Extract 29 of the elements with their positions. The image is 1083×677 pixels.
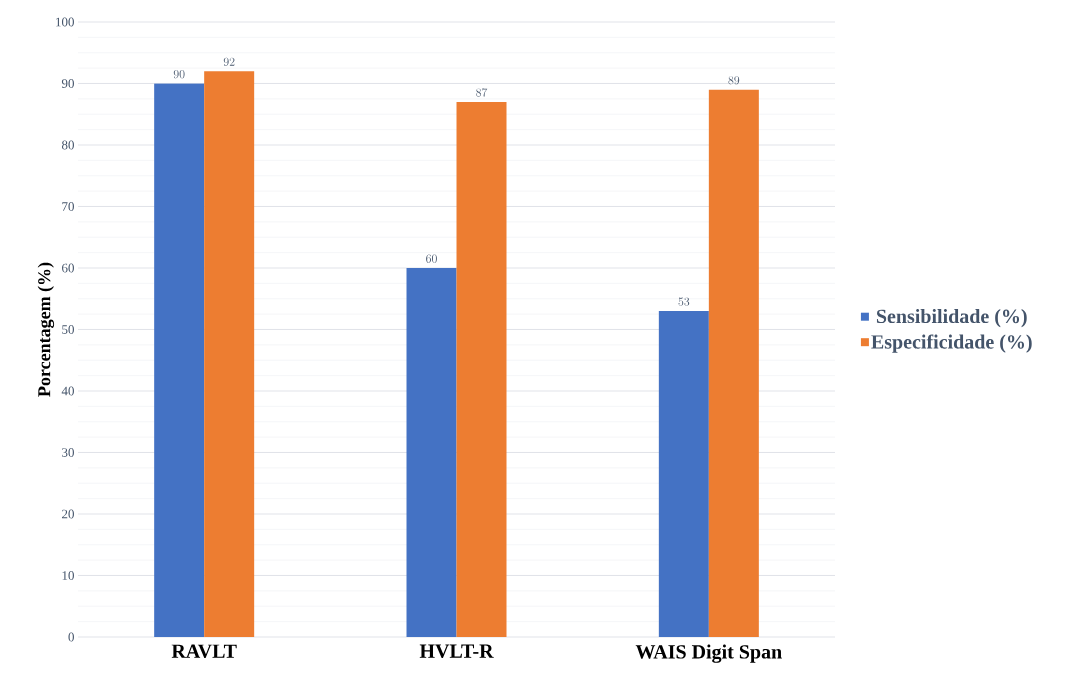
bar — [406, 267, 457, 637]
data-label: 60 — [426, 254, 437, 263]
data-label: 87 — [476, 88, 488, 97]
x-tick-label: HVLT-R — [419, 644, 494, 658]
y-tick-label: 0 — [68, 632, 74, 642]
data-label: 90 — [173, 69, 185, 79]
y-axis-title: Porcentagem (%) — [37, 262, 55, 397]
bar — [456, 101, 507, 637]
y-tick-label: 90 — [61, 79, 74, 88]
x-tick-label: WAIS Digit Span — [635, 644, 782, 663]
bar — [658, 311, 709, 637]
y-tick-label: 10 — [62, 571, 74, 580]
y-tick-label: 60 — [62, 263, 74, 273]
data-label: 92 — [223, 57, 235, 66]
legend-label: Sensibilidade (%) — [876, 309, 1027, 328]
y-tick-label: 80 — [61, 140, 74, 150]
y-tick-label: 30 — [62, 448, 74, 457]
x-tick-label: RAVLT — [171, 644, 237, 659]
bar — [154, 83, 205, 637]
data-label: 53 — [678, 297, 690, 306]
y-tick-label: 100 — [56, 17, 74, 27]
data-label: 89 — [728, 76, 740, 85]
y-tick-label: 50 — [62, 325, 74, 334]
y-tick-label: 40 — [61, 386, 74, 396]
bar — [204, 71, 255, 637]
bar — [708, 89, 759, 637]
y-tick-label: 70 — [62, 202, 74, 211]
legend-label: Especificidade (%) — [871, 334, 1032, 353]
y-tick-label: 20 — [62, 509, 74, 519]
